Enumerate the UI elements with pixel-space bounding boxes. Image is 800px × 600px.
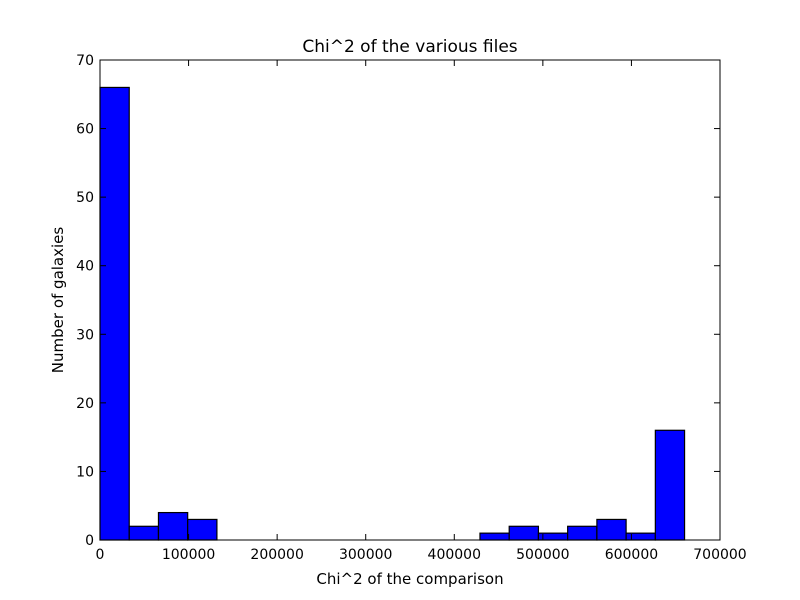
y-tick-label-1: 10 [76,464,94,480]
chart-title: Chi^2 of the various files [302,37,517,57]
y-tick-label-4: 40 [76,259,94,275]
y-tick-label-5: 50 [76,190,94,206]
histogram-bar-14 [508,525,540,541]
y-tick-label-2: 20 [76,396,94,412]
y-tick-label-0: 0 [85,533,94,549]
histogram-bar-13 [479,532,510,541]
y-tick-labels: 0 10 20 30 40 50 60 70 [76,53,94,549]
x-tick-label-5: 500000 [516,547,569,563]
x-tick-label-1: 100000 [162,547,215,563]
y-tick-label-3: 30 [76,327,94,343]
x-tick-label-4: 400000 [428,547,481,563]
x-tick-label-0: 0 [96,547,105,563]
x-tick-label-2: 200000 [250,547,303,563]
histogram-bar-3 [187,518,218,541]
y-tick-label-6: 60 [76,122,94,138]
x-tick-label-3: 300000 [339,547,392,563]
histogram-bar-0 [99,86,130,541]
histogram-bar-2 [157,511,189,541]
histogram-bar-17 [596,518,627,541]
axis-ticks [99,59,721,541]
x-tick-label-6: 600000 [605,547,658,563]
histogram-bar-16 [567,525,598,541]
histogram-bars [99,86,686,541]
x-axis-title: Chi^2 of the comparison [316,570,503,588]
histogram-bar-19 [654,429,686,541]
histogram-bar-18 [625,532,656,541]
y-tick-label-7: 70 [76,53,94,69]
y-axis-title: Number of galaxies [49,227,67,374]
x-tick-label-7: 700000 [693,547,746,563]
plot-frame [99,59,721,541]
x-tick-labels: 0 100000 200000 300000 400000 500000 600000 700… [96,547,747,563]
histogram-bar-1 [128,525,160,541]
